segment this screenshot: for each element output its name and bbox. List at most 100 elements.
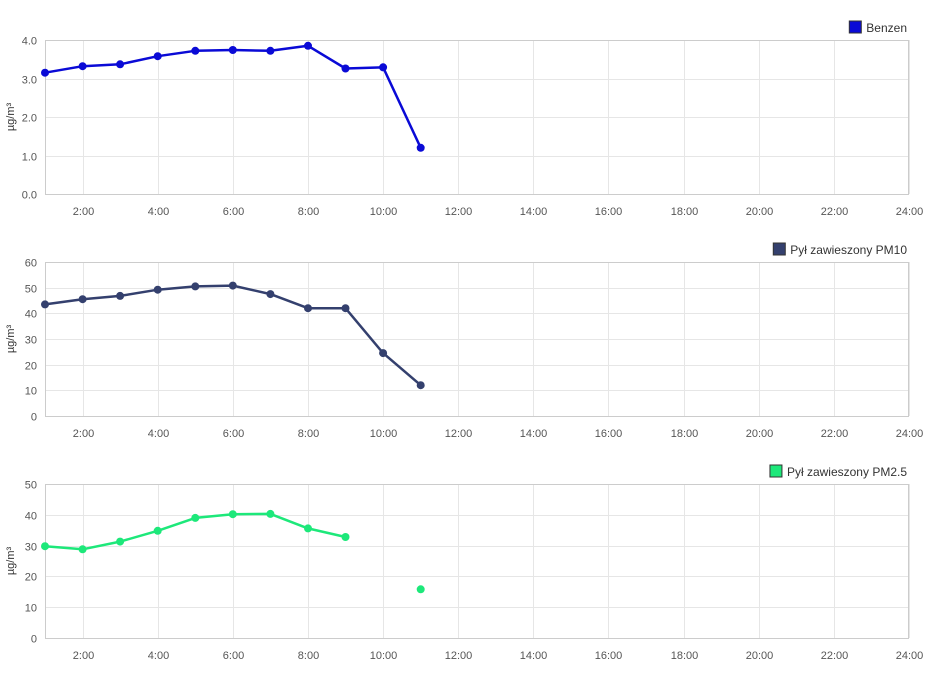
y-tick-label: 0 — [31, 634, 37, 646]
data-point — [41, 68, 49, 77]
data-point — [341, 533, 350, 541]
x-tick-label: 18:00 — [671, 206, 699, 218]
x-tick-label: 4:00 — [148, 428, 169, 440]
data-point — [78, 545, 87, 554]
data-point — [266, 509, 275, 518]
y-tick-label: 2.0 — [22, 113, 37, 125]
x-tick-label: 22:00 — [821, 650, 849, 662]
x-tick-label: 4:00 — [148, 206, 169, 218]
x-tick-label: 16:00 — [595, 650, 623, 662]
legend-swatch — [772, 242, 786, 256]
x-tick-label: 12:00 — [445, 206, 473, 218]
data-point — [341, 304, 350, 313]
x-tick-label: 18:00 — [671, 428, 699, 440]
x-tick-label: 14:00 — [520, 428, 548, 440]
x-tick-label: 4:00 — [148, 650, 169, 662]
data-point — [228, 46, 237, 54]
y-tick-label: 20 — [25, 361, 37, 373]
x-tick-label: 12:00 — [445, 650, 473, 662]
x-tick-label: 24:00 — [896, 650, 924, 662]
y-tick-label: 50 — [25, 480, 37, 492]
y-axis-label: µg/m³ — [5, 324, 17, 353]
y-tick-label: 0 — [31, 412, 37, 424]
data-point — [191, 282, 200, 291]
data-point — [78, 62, 87, 71]
data-point — [153, 526, 162, 535]
data-point — [116, 537, 125, 546]
legend-swatch — [769, 464, 783, 478]
x-tick-label: 16:00 — [595, 206, 623, 218]
data-point — [341, 64, 350, 73]
x-tick-label: 6:00 — [223, 650, 244, 662]
x-tick-label: 24:00 — [896, 206, 924, 218]
data-point — [41, 300, 49, 309]
x-tick-label: 18:00 — [671, 650, 699, 662]
data-point — [191, 46, 200, 55]
y-tick-label: 4.0 — [22, 36, 37, 48]
data-point — [116, 60, 125, 69]
plot-area-border — [45, 484, 909, 639]
data-point — [191, 513, 200, 522]
series-line — [43, 44, 422, 150]
x-tick-label: 6:00 — [223, 206, 244, 218]
x-tick-label: 2:00 — [73, 428, 94, 440]
y-tick-label: 10 — [25, 386, 37, 398]
x-tick-label: 20:00 — [746, 650, 774, 662]
plot-area-border — [45, 262, 909, 417]
data-point — [304, 524, 312, 533]
data-point — [416, 381, 425, 390]
x-tick-label: 22:00 — [821, 206, 849, 218]
x-tick-label: 2:00 — [73, 650, 94, 662]
legend: Pył zawieszony PM2.5 — [769, 464, 907, 479]
legend: Pył zawieszony PM10 — [772, 242, 907, 257]
x-tick-label: 2:00 — [73, 206, 94, 218]
y-tick-label: 60 — [25, 258, 37, 270]
data-point — [41, 542, 49, 551]
y-tick-label: 0.0 — [22, 190, 37, 202]
legend-label: Pył zawieszony PM2.5 — [787, 465, 907, 479]
series-line — [45, 514, 421, 589]
legend: Benzen — [848, 20, 907, 35]
x-tick-label: 10:00 — [370, 428, 398, 440]
x-tick-label: 14:00 — [520, 206, 548, 218]
data-point — [116, 291, 125, 300]
data-point — [78, 295, 87, 304]
data-point — [228, 510, 237, 519]
series-line — [43, 284, 422, 387]
y-tick-label: 30 — [25, 335, 37, 347]
data-point — [379, 63, 388, 72]
legend-label: Benzen — [866, 21, 907, 35]
x-tick-label: 8:00 — [298, 428, 319, 440]
data-point — [228, 281, 237, 290]
chart-2: 0 10 20 30 40 50 60 2:00 4:00 6:00 8:00 10:00 12:00 1… — [5, 242, 924, 440]
y-axis-label: µg/m³ — [5, 102, 17, 131]
y-tick-label: 10 — [25, 603, 37, 615]
y-tick-label: 1.0 — [22, 152, 37, 164]
y-tick-label: 50 — [25, 284, 37, 296]
y-tick-label: 40 — [25, 309, 37, 321]
data-point — [153, 285, 162, 294]
data-point — [379, 349, 388, 358]
x-tick-label: 10:00 — [370, 650, 398, 662]
y-tick-label: 3.0 — [22, 75, 37, 87]
x-tick-label: 20:00 — [746, 206, 774, 218]
x-tick-label: 10:00 — [370, 206, 398, 218]
y-tick-label: 30 — [25, 542, 37, 554]
data-point — [153, 52, 162, 61]
data-point — [304, 304, 312, 313]
x-tick-label: 16:00 — [595, 428, 623, 440]
x-tick-label: 20:00 — [746, 428, 774, 440]
x-tick-label: 12:00 — [445, 428, 473, 440]
plot-area-border — [45, 40, 909, 195]
x-tick-label: 24:00 — [896, 428, 924, 440]
chart-3: 0 10 20 30 40 50 2:00 4:00 6:00 8:00 10:00 12:00 14:… — [5, 464, 924, 662]
legend-label: Pył zawieszony PM10 — [790, 243, 907, 257]
data-point — [304, 41, 312, 50]
chart-1: 0.0 1.0 2.0 3.0 4.0 2:00 4:00 6:00 8:00 10:00 12:0… — [5, 20, 924, 218]
y-tick-label: 40 — [25, 511, 37, 523]
data-point — [416, 585, 425, 594]
data-point — [266, 290, 275, 299]
x-tick-label: 22:00 — [821, 428, 849, 440]
